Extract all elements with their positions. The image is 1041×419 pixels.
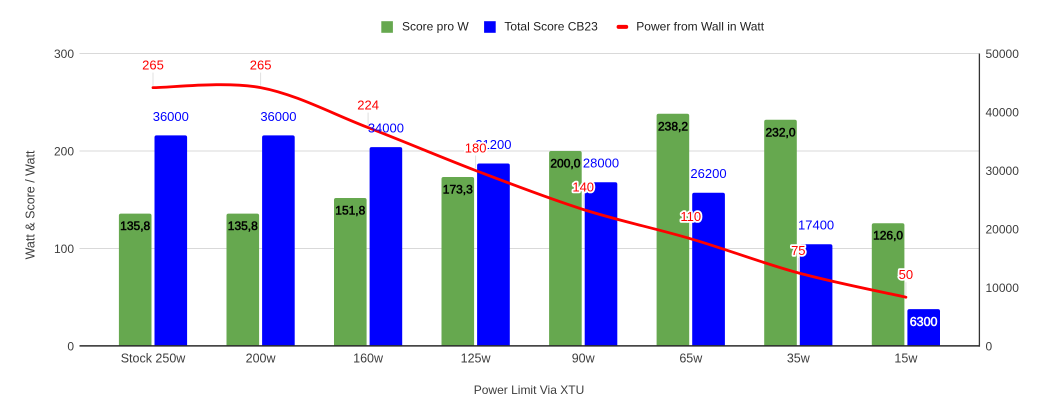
svg-text:160w: 160w [353, 352, 384, 366]
svg-text:173,3: 173,3 [443, 183, 473, 197]
svg-text:75: 75 [791, 243, 805, 258]
svg-text:265: 265 [142, 58, 164, 73]
svg-text:Score pro W: Score pro W [402, 19, 469, 33]
svg-text:200,0: 200,0 [550, 157, 580, 171]
svg-text:Watt & Score / Watt: Watt & Score / Watt [23, 150, 37, 259]
svg-text:50: 50 [899, 267, 913, 282]
svg-text:135,8: 135,8 [120, 219, 150, 233]
svg-text:0: 0 [67, 339, 74, 353]
svg-text:200w: 200w [246, 352, 277, 366]
svg-text:224: 224 [357, 98, 379, 113]
svg-text:151,8: 151,8 [335, 204, 365, 218]
svg-text:10000: 10000 [986, 281, 1020, 295]
svg-text:Power Limit Via XTU: Power Limit Via XTU [474, 383, 584, 397]
svg-text:90w: 90w [572, 352, 596, 366]
svg-text:36000: 36000 [260, 109, 296, 124]
svg-text:238,2: 238,2 [658, 119, 688, 133]
svg-text:Stock 250w: Stock 250w [121, 352, 187, 366]
svg-text:180: 180 [465, 141, 487, 156]
svg-text:20000: 20000 [986, 222, 1020, 236]
svg-text:300: 300 [54, 47, 74, 61]
svg-text:0: 0 [986, 339, 993, 353]
svg-text:140: 140 [572, 180, 594, 195]
svg-text:35w: 35w [787, 352, 811, 366]
svg-text:100: 100 [54, 242, 74, 256]
svg-text:17400: 17400 [798, 218, 834, 233]
svg-text:232,0: 232,0 [765, 125, 795, 139]
svg-text:31200: 31200 [475, 137, 511, 152]
svg-text:Total Score CB23: Total Score CB23 [504, 19, 598, 33]
svg-text:15w: 15w [894, 352, 918, 366]
svg-text:30000: 30000 [986, 164, 1020, 178]
svg-text:6300: 6300 [910, 315, 938, 329]
svg-text:50000: 50000 [986, 47, 1020, 61]
svg-text:26200: 26200 [690, 166, 726, 181]
svg-text:135,8: 135,8 [228, 219, 258, 233]
svg-text:Power from Wall in Watt: Power from Wall in Watt [636, 19, 764, 33]
svg-text:126,0: 126,0 [873, 229, 903, 243]
svg-text:34000: 34000 [368, 121, 404, 136]
svg-text:28000: 28000 [583, 156, 619, 171]
svg-text:265: 265 [250, 58, 272, 73]
svg-text:125w: 125w [461, 352, 492, 366]
svg-text:200: 200 [54, 144, 74, 158]
svg-text:36000: 36000 [153, 109, 189, 124]
svg-text:40000: 40000 [986, 105, 1020, 119]
svg-text:65w: 65w [679, 352, 703, 366]
svg-text:110: 110 [680, 209, 701, 224]
